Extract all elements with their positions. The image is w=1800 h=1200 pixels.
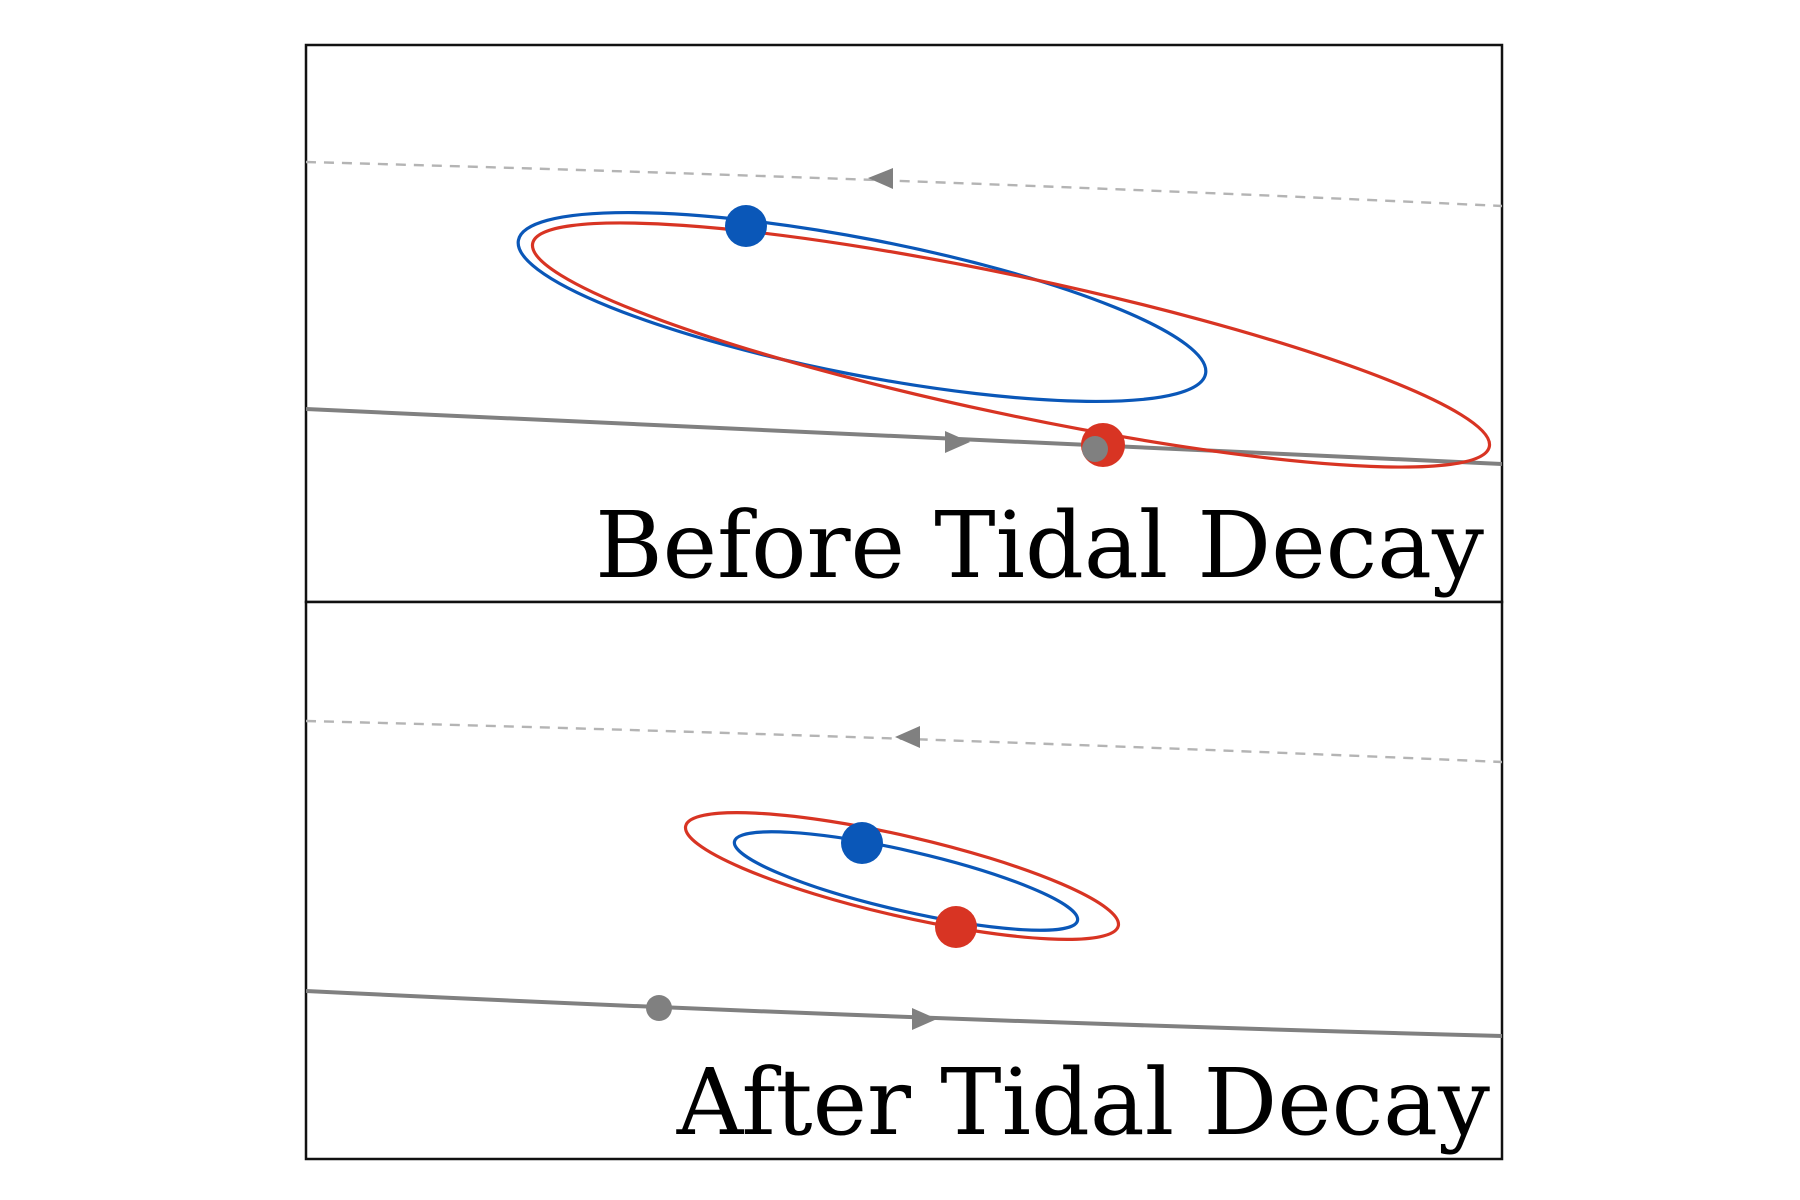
orbit-direction-arrow-left [868,168,893,189]
blue-star [725,205,767,247]
red-star-orbit [530,221,1492,469]
blue-star [841,822,883,864]
orbit-direction-arrow-right [912,1008,937,1030]
outer-orbit-far-side [306,160,1502,208]
panel-before-label: Before Tidal Decay [595,492,1484,599]
panel-before-frame [304,43,1504,604]
outer-orbit-near-side [306,989,1502,1038]
blue-star-orbit [732,830,1080,932]
outer-orbit-near-side [306,407,1502,466]
panel-after-label: After Tidal Decay [676,1049,1490,1156]
blue-star-orbit [516,210,1208,404]
perturber-body [646,995,672,1021]
panel-after: After Tidal Decay [304,600,1504,1161]
panel-after-frame [304,600,1504,1161]
red-star-orbit [683,811,1121,941]
orbit-direction-arrow-right [945,431,970,453]
red-star [935,906,977,948]
perturber-body [1082,436,1108,462]
orbit-direction-arrow-left [895,726,920,748]
panel-before: Before Tidal Decay [304,43,1504,604]
